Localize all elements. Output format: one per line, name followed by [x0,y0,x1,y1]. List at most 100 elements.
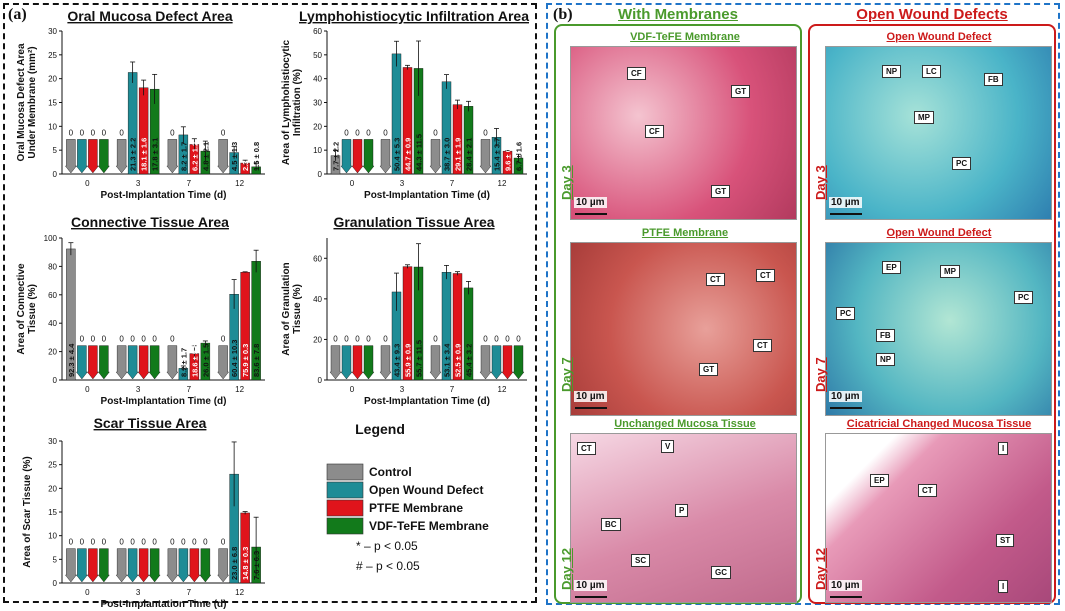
data-label: 0 [366,128,371,137]
data-label: 44.7 ± 0.9 [404,138,413,171]
callout-cf: CF [627,67,646,80]
x-tick-label: 0 [350,385,355,394]
data-label: 0 [130,335,135,344]
data-label: 0 [119,538,124,547]
panel-b-label: (b) [553,6,573,23]
legend-note: # – p < 0.05 [356,559,420,573]
zero-bar-arrow [340,345,353,380]
data-label: 0 [170,335,175,344]
x-tick-label: 3 [136,179,141,188]
callout-pc: PC [952,157,972,170]
zero-bar-arrow [115,345,128,380]
callout-gt: GT [731,85,751,98]
callout-ct: CT [918,484,937,497]
y-axis-label: Tissue (%) [27,284,38,334]
legend-swatch [326,463,364,481]
data-label: 4.5 ± 1.3 [230,142,239,171]
callout-st: ST [996,534,1015,547]
scale-label: 10 µm [574,391,607,402]
data-label: 23.0 ± 6.8 [230,547,239,580]
callout-ep: EP [870,474,889,487]
y-tick-label: 15 [48,99,57,108]
y-tick-label: 0 [318,170,323,179]
data-label: 0 [483,335,488,344]
callout-p: P [675,504,689,517]
data-label: 14.8 ± 0.3 [241,547,250,580]
y-tick-label: 20 [48,75,57,84]
zero-bar-arrow [340,139,353,174]
y-tick-label: 60 [313,27,322,36]
y-axis-label: Area of Connective [16,263,27,355]
callout-gt: GT [711,185,731,198]
data-label: 0 [344,335,349,344]
zero-bar-arrow [217,548,230,583]
data-label: 0 [344,128,349,137]
chart-title: Granulation Tissue Area [333,214,494,230]
data-label: 0 [91,335,96,344]
data-label: 45.4 ± 3.2 [465,344,474,377]
zero-bar-arrow [137,345,150,380]
panel-title-owd3: Open Wound Defect [886,31,992,43]
y-tick-label: 40 [48,319,57,328]
y-axis-label: Area of Scar Tissue (%) [22,456,33,568]
y-tick-label: 15 [48,508,57,517]
open-wound-column [808,24,1056,604]
panel-title-cicatricial: Cicatricial Changed Mucosa Tissue [846,418,1032,430]
zero-bar-arrow [177,548,190,583]
scale-bar [575,213,607,215]
zero-bar-arrow [479,139,492,174]
scale-bar [575,407,607,409]
panel-a-label: (a) [8,6,27,23]
zero-bar-arrow [362,345,375,380]
data-label: 0 [80,335,85,344]
x-tick-label: 3 [136,588,141,597]
with-membranes-title: With Membranes [618,6,738,23]
data-label: 38.7 ± 3.0 [443,138,452,171]
data-label: 0 [170,538,175,547]
x-tick-label: 0 [85,179,90,188]
zero-bar-arrow [97,345,110,380]
zero-bar-arrow [64,548,77,583]
data-label: 0 [516,335,521,344]
zero-bar-arrow [188,548,201,583]
scale-bar [830,596,862,598]
x-axis-label: Post-Implantation Time (d) [101,396,227,407]
data-label: 28.4 ± 2.1 [465,138,474,171]
data-label: 0 [355,335,360,344]
legend-item: Control [369,465,412,479]
x-tick-label: 7 [187,385,192,394]
x-tick-label: 12 [235,588,244,597]
x-tick-label: 7 [450,385,455,394]
callout-np: NP [882,65,902,78]
callout-pc: PC [836,307,856,320]
legend-note: * – p < 0.05 [356,539,418,553]
y-axis-label: Tissue (%) [292,284,303,334]
data-label: 0 [80,538,85,547]
data-label: 0 [69,128,74,137]
data-label: 0 [80,128,85,137]
scale-bar [830,407,862,409]
callout-fb: FB [876,329,895,342]
y-tick-label: 25 [48,51,57,60]
callout-mp: MP [940,265,960,278]
data-label: 8.2 ± 1.7 [179,142,188,171]
legend-title: Legend [355,421,405,437]
data-label: 92.3 ± 4.4 [67,343,76,377]
data-label: 0 [152,335,157,344]
data-label: 0 [366,335,371,344]
data-label: 0 [333,335,338,344]
scale-label: 10 µm [829,580,862,591]
day-label-7: Day 7 [813,357,828,392]
zero-bar-arrow [501,345,514,380]
data-label: 18.1 ± 1.6 [140,138,149,171]
y-tick-label: 20 [48,348,57,357]
data-label: 0 [494,335,499,344]
zero-bar-arrow [379,139,392,174]
data-label: 0 [152,538,157,547]
zero-bar-arrow [126,548,139,583]
y-tick-label: 30 [313,99,322,108]
callout-v: V [661,440,675,453]
data-label: 83.6 ± 7.8 [252,344,261,377]
callout-i: I [998,580,1009,593]
data-label: 0 [221,538,226,547]
